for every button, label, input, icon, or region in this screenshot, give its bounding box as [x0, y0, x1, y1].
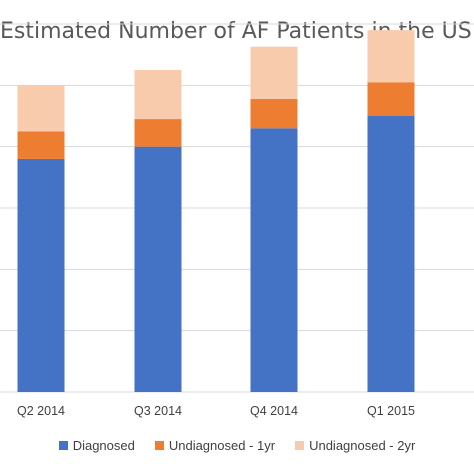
- bar-segment-diagnosed-q3-2014: [134, 146, 182, 392]
- bar-segment-undiagnosed-2yr-q3-2014: [134, 70, 182, 120]
- legend: Diagnosed Undiagnosed - 1yr Undiagnosed - …: [0, 438, 474, 453]
- bar-segment-undiagnosed-2yr-q1-2015: [367, 30, 415, 83]
- legend-item: Diagnosed: [58, 438, 135, 453]
- bar-segment-undiagnosed-1yr-q1-2015: [367, 82, 415, 116]
- bar-segment-diagnosed-q4-2014: [250, 128, 298, 392]
- bar-segment-undiagnosed-2yr-q4-2014: [250, 46, 298, 99]
- bar-segment-undiagnosed-1yr-q2-2014: [17, 131, 65, 159]
- x-tick-label: Q1 2015: [367, 404, 415, 418]
- bar-segment-diagnosed-q2-2014: [17, 158, 65, 392]
- legend-swatch: [58, 441, 68, 450]
- x-tick-label: Q3 2014: [134, 404, 182, 418]
- legend-swatch: [154, 441, 164, 450]
- category-labels: Q2 2014 Q3 2014 Q4 2014 Q1 2015: [17, 404, 415, 418]
- x-tick-label: Q4 2014: [250, 404, 298, 418]
- bar-segment-diagnosed-q1-2015: [367, 116, 415, 392]
- x-tick-label: Q2 2014: [17, 404, 65, 418]
- legend-label: Undiagnosed - 1yr: [168, 438, 276, 453]
- legend-label: Undiagnosed - 2yr: [309, 438, 416, 453]
- legend-label: Diagnosed: [72, 438, 135, 453]
- bar-segment-undiagnosed-1yr-q4-2014: [250, 98, 298, 129]
- legend-swatch: [295, 441, 305, 450]
- bar-segment-undiagnosed-1yr-q3-2014: [134, 119, 182, 147]
- legend-item: Undiagnosed - 1yr: [154, 438, 276, 453]
- bar-segment-undiagnosed-2yr-q2-2014: [17, 85, 65, 132]
- bars: [17, 30, 415, 392]
- legend-item: Undiagnosed - 2yr: [295, 438, 415, 453]
